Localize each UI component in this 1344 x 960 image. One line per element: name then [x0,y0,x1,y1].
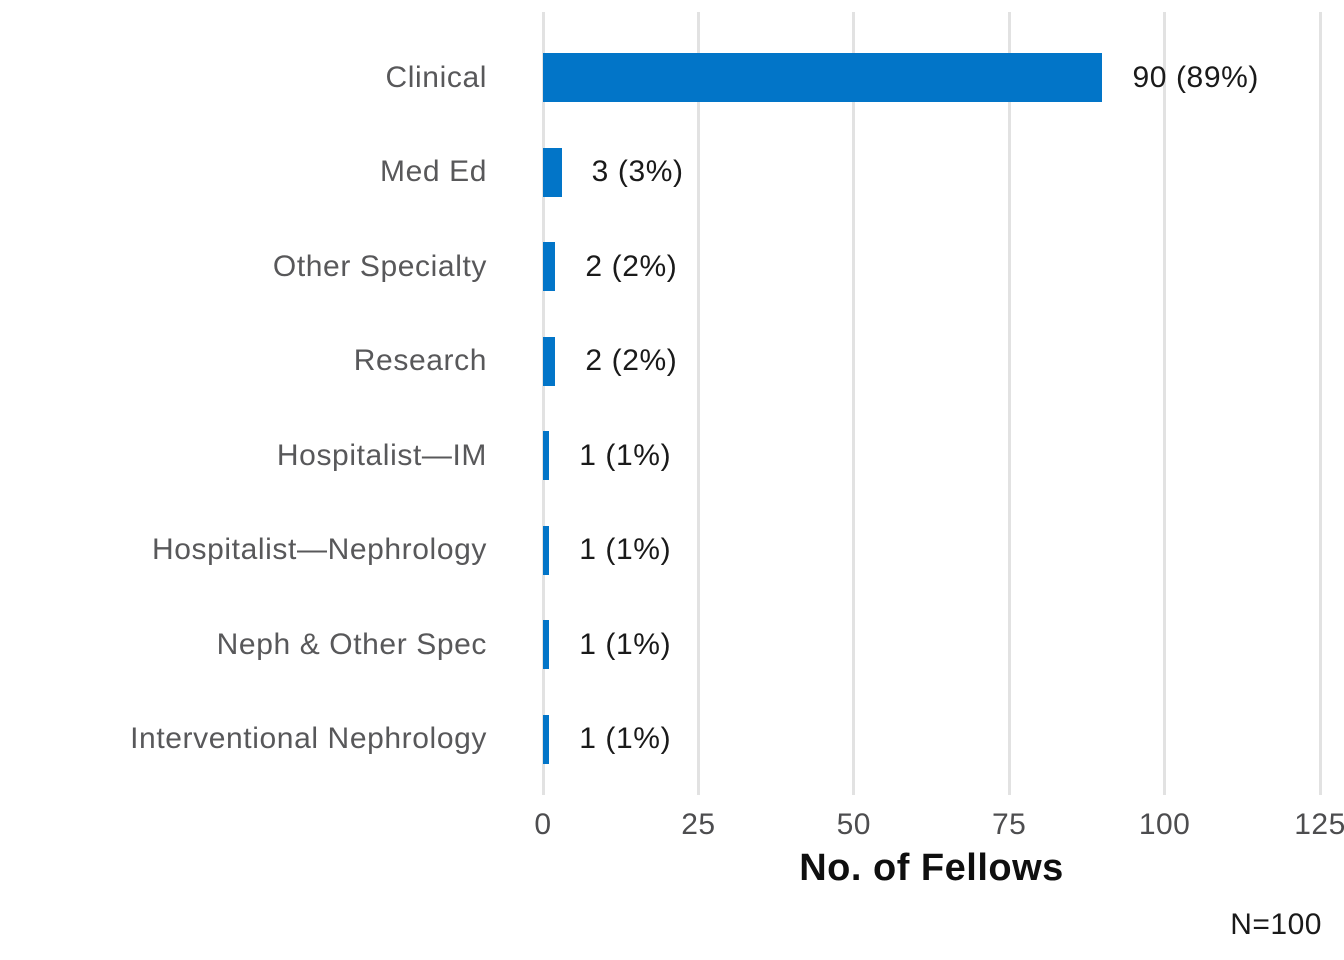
x-axis-title: No. of Fellows [799,847,1064,889]
bar [543,53,1103,102]
bar [543,714,550,764]
sample-size-note: N=100 [1230,908,1322,941]
gridline [541,12,545,795]
gridline [1007,12,1011,795]
bar [543,620,550,670]
bar-value-label: 1 (1%) [579,722,672,756]
bar [543,336,556,386]
gridline [696,12,700,795]
category-label: Interventional Nephrology [130,722,487,756]
gridline [852,12,856,795]
bar-value-label: 1 (1%) [579,533,672,567]
bar-value-label: 3 (3%) [591,155,684,189]
bar-value-label: 2 (2%) [585,249,678,283]
bar [543,147,562,197]
x-tick-label: 100 [1138,808,1191,841]
category-label: Research [353,344,487,378]
x-tick-label: 125 [1294,808,1344,841]
gridline [1163,12,1167,795]
bar [543,525,550,575]
category-label: Other Specialty [272,249,487,283]
category-label: Med Ed [380,155,487,189]
gridline [1318,12,1322,795]
bar [543,431,550,481]
x-tick-label: 25 [681,808,716,841]
x-tick-label: 75 [992,808,1027,841]
x-tick-label: 0 [534,808,552,841]
bar-value-label: 1 (1%) [579,438,672,472]
x-tick-label: 50 [836,808,871,841]
bar [543,242,556,292]
category-label: Hospitalist—IM [276,438,487,472]
category-label: Hospitalist—Nephrology [151,533,487,567]
bar-value-label: 90 (89%) [1132,60,1259,94]
category-label: Neph & Other Spec [216,627,487,661]
bar-value-label: 2 (2%) [585,344,678,378]
bar-value-label: 1 (1%) [579,627,672,661]
category-label: Clinical [385,60,487,94]
